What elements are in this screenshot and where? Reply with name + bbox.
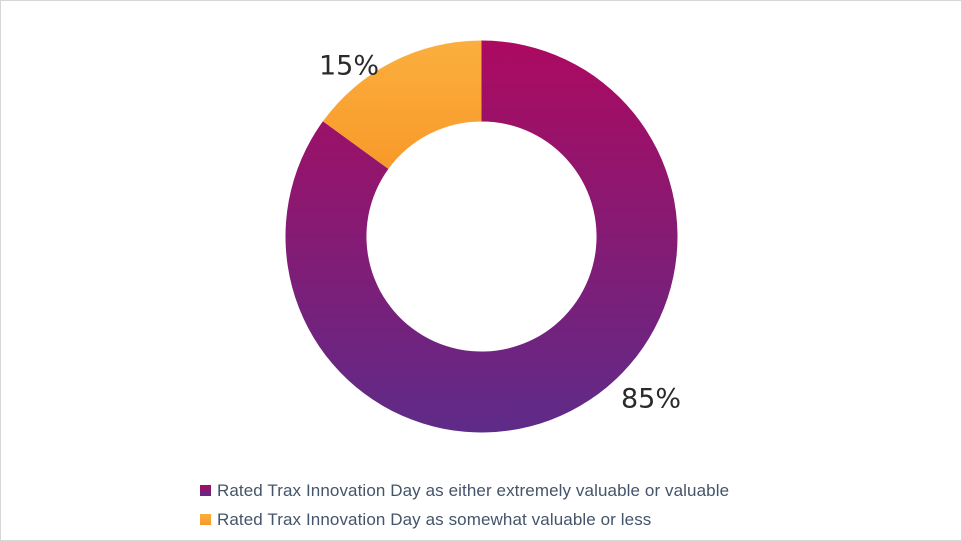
legend-color-swatch-icon (200, 485, 211, 496)
legend-item: Rated Trax Innovation Day as either extr… (200, 476, 729, 505)
legend-item: Rated Trax Innovation Day as somewhat va… (200, 505, 729, 534)
donut-slice-15pct (322, 40, 482, 169)
chart-legend: Rated Trax Innovation Day as either extr… (200, 476, 729, 534)
legend-item-label: Rated Trax Innovation Day as somewhat va… (217, 509, 652, 529)
data-label-15: 15% (318, 50, 380, 82)
legend-item-label: Rated Trax Innovation Day as either extr… (217, 480, 730, 500)
donut-slice-85pct (285, 40, 678, 433)
data-label-85: 85% (620, 383, 682, 415)
legend-color-swatch-icon (200, 514, 211, 525)
